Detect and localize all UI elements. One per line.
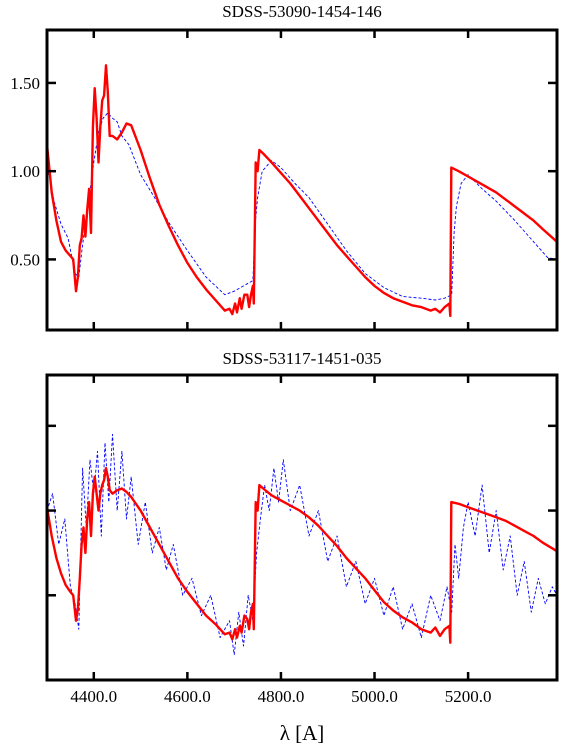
bottom-panel: SDSS-53117-1451-035 4400.0 4600.0 4800.0 50… bbox=[45, 349, 559, 706]
x-tick-label: 4400.0 bbox=[70, 687, 117, 706]
x-tick-label: 4600.0 bbox=[164, 687, 211, 706]
top-panel-frame bbox=[45, 28, 559, 332]
x-tick-label: 5200.0 bbox=[445, 687, 492, 706]
model-spectrum-line bbox=[45, 467, 558, 644]
bottom-panel-frame bbox=[45, 373, 559, 682]
bottom-panel-title: SDSS-53117-1451-035 bbox=[223, 349, 382, 368]
observed-spectrum-line bbox=[46, 112, 558, 301]
top-panel-series bbox=[45, 64, 558, 318]
top-panel-title: SDSS-53090-1454-146 bbox=[222, 2, 382, 21]
y-tick-label: 0.50 bbox=[10, 250, 40, 269]
x-axis-label: λ [A] bbox=[280, 721, 325, 745]
x-tick-label: 5000.0 bbox=[351, 687, 398, 706]
y-tick-label: 1.50 bbox=[10, 74, 40, 93]
observed-spectrum-line bbox=[46, 433, 558, 656]
model-spectrum-line bbox=[45, 64, 558, 318]
bottom-panel-ticks: 4400.0 4600.0 4800.0 5000.0 5200.0 bbox=[47, 375, 557, 706]
top-panel: SDSS-53090-1454-146 0.50 1.00 1.50 bbox=[10, 2, 559, 332]
bottom-panel-series bbox=[45, 433, 558, 656]
x-tick-label: 4800.0 bbox=[258, 687, 305, 706]
y-tick-label: 1.00 bbox=[10, 162, 40, 181]
